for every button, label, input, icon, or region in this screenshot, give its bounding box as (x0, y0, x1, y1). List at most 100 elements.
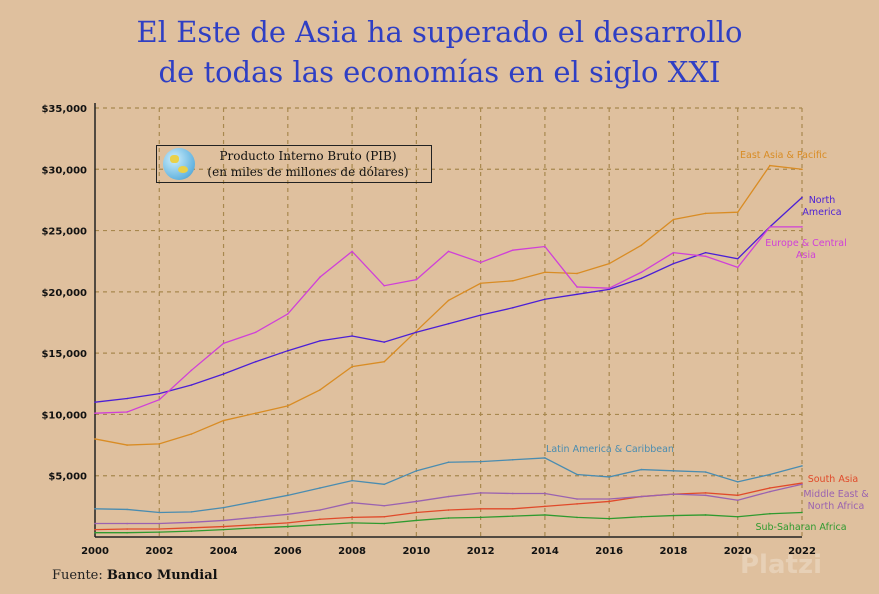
data-point (576, 286, 578, 288)
data-point (94, 531, 96, 534)
data-point (383, 515, 386, 518)
data-point (801, 482, 803, 484)
data-point (447, 299, 450, 302)
data-point (544, 271, 546, 274)
data-point (447, 461, 450, 464)
data-point (190, 511, 193, 513)
data-point (544, 492, 546, 495)
data-point (351, 365, 353, 368)
x-tick-label: 2014 (531, 546, 559, 557)
data-point (479, 261, 482, 264)
data-point (608, 288, 610, 291)
data-point (287, 525, 289, 528)
data-point (158, 443, 161, 445)
series-sub-saharan-africa: Sub-Saharan Africa (94, 511, 847, 534)
data-point (190, 521, 193, 524)
data-point (287, 513, 289, 516)
data-point (479, 516, 482, 519)
data-point (415, 470, 418, 472)
data-point (319, 509, 321, 511)
data-point (254, 500, 257, 503)
data-point (94, 522, 96, 525)
data-point (640, 468, 643, 471)
data-point (158, 392, 161, 395)
data-point (126, 522, 128, 525)
data-point (704, 494, 707, 497)
series-label: Middle East & North Africa (803, 489, 869, 512)
series-europe-central-asia: Europe & Central Asia (94, 226, 847, 415)
data-point (254, 516, 257, 519)
data-point (415, 511, 418, 514)
data-point (769, 473, 771, 476)
data-point (672, 251, 675, 254)
data-point (94, 412, 96, 415)
data-point (383, 341, 386, 343)
data-point (640, 271, 643, 274)
x-tick-label: 2008 (338, 546, 366, 557)
series-south-asia: South Asia (94, 474, 859, 531)
data-point (126, 411, 128, 413)
data-point (608, 500, 610, 503)
data-point (511, 508, 514, 510)
data-point (801, 483, 803, 486)
data-point (704, 255, 707, 258)
legend-line-1: Producto Interno Bruto (PIB) (219, 149, 397, 163)
data-point (576, 498, 578, 500)
data-point (351, 522, 353, 524)
data-point (479, 492, 482, 494)
data-point (511, 249, 514, 251)
data-point (704, 471, 707, 473)
y-tick-label: $25,000 (41, 227, 87, 238)
data-point (158, 522, 161, 525)
series-label-line: South Asia (808, 474, 859, 485)
series-line (94, 482, 803, 531)
data-point (94, 401, 96, 403)
data-point (511, 515, 514, 517)
data-point (190, 530, 193, 532)
data-point (640, 244, 643, 247)
data-point (608, 476, 610, 478)
data-point (511, 492, 514, 495)
y-tick-label: $30,000 (41, 165, 87, 176)
series-line (94, 457, 803, 514)
y-tick-label: $20,000 (41, 288, 87, 299)
data-point (383, 504, 386, 507)
title-line-1: El Este de Asia ha superado el desarroll… (136, 15, 743, 49)
x-tick-label: 2010 (402, 546, 430, 557)
data-point (94, 528, 96, 531)
data-point (672, 470, 675, 472)
data-point (736, 211, 739, 213)
x-tick-label: 2022 (788, 546, 816, 557)
data-point (769, 490, 771, 493)
data-point (736, 481, 739, 483)
series-label: Latin America & Caribbean (546, 444, 674, 455)
data-point (383, 284, 386, 287)
data-point (222, 525, 225, 528)
data-point (447, 250, 450, 253)
y-tick-label: $5,000 (48, 472, 87, 483)
data-point (640, 495, 643, 498)
y-tick-label: $10,000 (41, 410, 87, 421)
data-point (190, 527, 193, 529)
data-point (415, 331, 418, 334)
data-point (287, 349, 289, 352)
data-point (254, 331, 257, 334)
data-point (190, 384, 193, 386)
data-point (319, 340, 321, 342)
data-point (287, 313, 289, 315)
data-point (640, 277, 643, 280)
data-point (479, 282, 482, 285)
data-point (319, 276, 321, 278)
data-point (383, 522, 386, 525)
data-point (254, 523, 257, 526)
data-point (576, 272, 578, 275)
platzi-watermark: Platzi (740, 550, 822, 580)
series-label-line: North Africa (808, 501, 865, 512)
data-point (640, 515, 643, 518)
data-point (608, 517, 610, 520)
data-point (158, 528, 161, 530)
data-point (222, 419, 225, 422)
data-point (287, 522, 289, 524)
data-point (511, 306, 514, 309)
